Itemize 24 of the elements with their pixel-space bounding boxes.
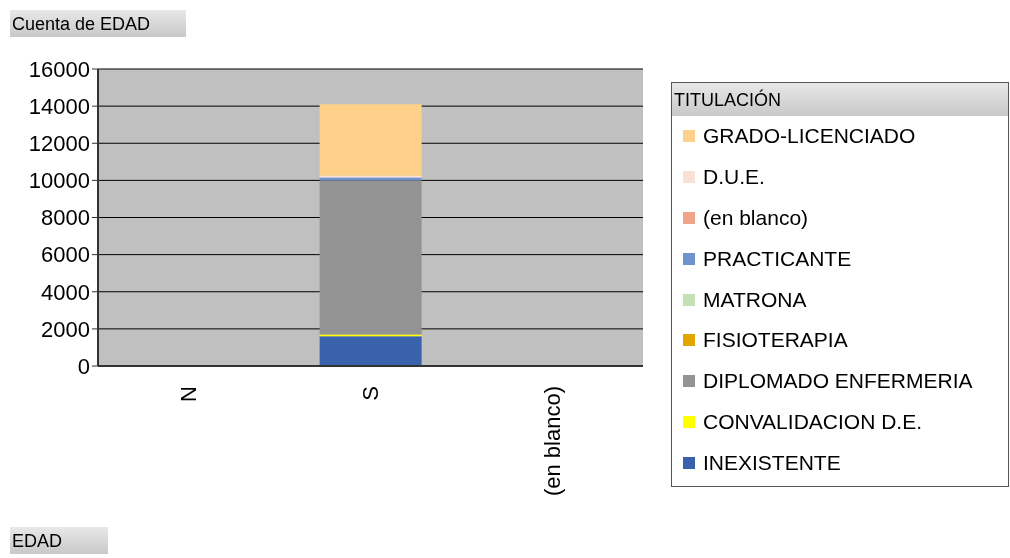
y-tick-label: 14000 [28,93,90,119]
x-tick-label: (en blanco) [539,386,565,497]
y-tick-label: 0 [77,353,90,379]
legend-label: GRADO-LICENCIADO [703,124,916,149]
y-tick-label: 2000 [41,316,90,342]
x-tick-label: N [176,386,202,402]
y-tick-label: 4000 [41,279,90,305]
y-tick-label: 10000 [28,168,90,194]
y-tick-label: 6000 [41,242,90,268]
legend-label: CONVALIDACION D.E. [703,409,922,434]
y-tick-label: 12000 [28,131,90,157]
legend-title: TITULACIÓN [672,83,1008,116]
legend-label: DIPLOMADO ENFERMERIA [703,369,973,394]
legend-label: D.U.E. [703,165,765,190]
legend-label: FISIOTERAPIA [703,328,848,353]
y-tick-label: 16000 [28,56,90,82]
y-tick-label: 8000 [41,205,90,231]
x-axis-title: EDAD [10,527,108,554]
legend-label: INEXISTENTE [703,450,841,475]
legend-label: PRACTICANTE [703,246,852,271]
legend-label: MATRONA [703,287,807,312]
x-tick-label: S [358,386,383,401]
legend-label: (en blanco) [703,205,809,230]
chart-title: Cuenta de EDAD [10,10,186,37]
